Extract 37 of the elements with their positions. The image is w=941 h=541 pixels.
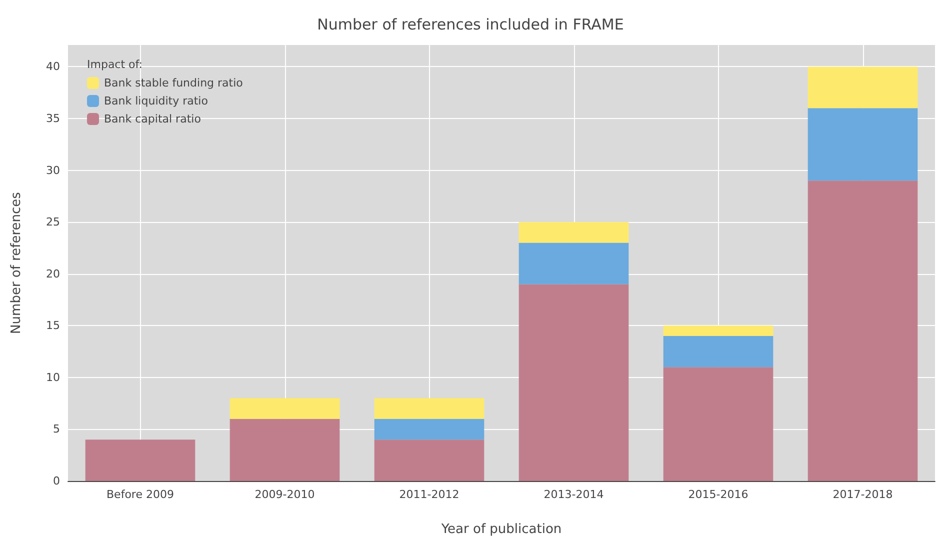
y-tick-label: 35 xyxy=(46,112,60,126)
bar xyxy=(230,398,340,419)
x-tick-label: 2013-2014 xyxy=(544,488,604,501)
bar xyxy=(663,367,774,481)
bar xyxy=(808,66,918,108)
bar xyxy=(374,398,484,419)
x-tick-label: 2009-2010 xyxy=(254,488,315,501)
y-tick-label: 25 xyxy=(46,216,60,229)
legend-label: Bank capital ratio xyxy=(104,112,202,126)
y-axis-title: Number of references xyxy=(9,192,24,334)
x-axis-title: Year of publication xyxy=(440,522,562,537)
y-tick-label: 20 xyxy=(46,267,60,280)
x-tick-label: 2011-2012 xyxy=(399,488,460,501)
y-tick-label: 40 xyxy=(46,60,60,74)
y-tick-label: 5 xyxy=(53,422,60,436)
bar xyxy=(374,418,484,440)
bar xyxy=(85,440,196,481)
y-tick-label: 10 xyxy=(46,370,60,384)
x-tick-label: 2017-2018 xyxy=(832,488,893,501)
legend-label: Bank stable funding ratio xyxy=(104,76,244,90)
y-tick-label: 15 xyxy=(46,319,60,332)
bar xyxy=(663,326,774,336)
chart-title: Number of references included in FRAME xyxy=(317,16,624,34)
bar xyxy=(518,284,629,481)
bar xyxy=(518,222,629,243)
bar xyxy=(518,242,629,284)
y-tick-label: 0 xyxy=(53,474,60,488)
legend-label: Bank liquidity ratio xyxy=(104,94,208,108)
bar xyxy=(230,418,340,481)
legend-title: Impact of: xyxy=(87,58,142,71)
x-tick-label: Before 2009 xyxy=(106,488,174,501)
bar xyxy=(808,180,918,481)
y-tick-label: 30 xyxy=(46,164,60,177)
bar xyxy=(663,336,774,368)
x-tick-label: 2015-2016 xyxy=(688,488,748,501)
bar xyxy=(374,440,484,481)
bar xyxy=(808,108,918,181)
